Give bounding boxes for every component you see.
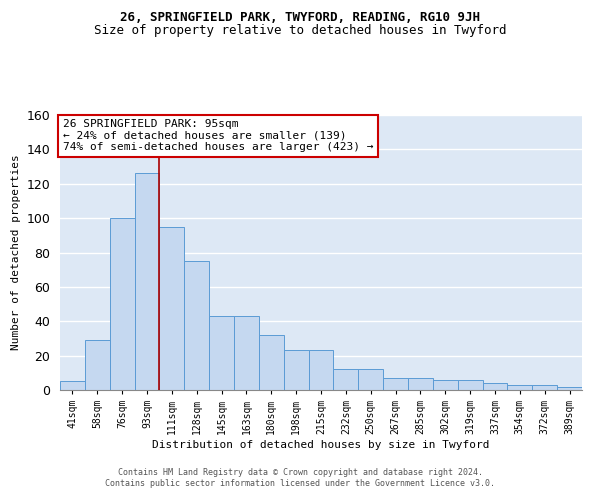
Bar <box>234 316 259 390</box>
Bar <box>334 370 358 390</box>
Bar <box>482 383 508 390</box>
Y-axis label: Number of detached properties: Number of detached properties <box>11 154 21 350</box>
Bar <box>557 386 582 390</box>
Bar <box>458 380 482 390</box>
Bar <box>284 350 308 390</box>
Bar <box>532 385 557 390</box>
Bar <box>408 378 433 390</box>
X-axis label: Distribution of detached houses by size in Twyford: Distribution of detached houses by size … <box>152 440 490 450</box>
Text: Contains HM Land Registry data © Crown copyright and database right 2024.
Contai: Contains HM Land Registry data © Crown c… <box>105 468 495 487</box>
Text: 26, SPRINGFIELD PARK, TWYFORD, READING, RG10 9JH: 26, SPRINGFIELD PARK, TWYFORD, READING, … <box>120 11 480 24</box>
Bar <box>60 382 85 390</box>
Bar <box>160 226 184 390</box>
Bar <box>134 174 160 390</box>
Bar <box>433 380 458 390</box>
Bar <box>209 316 234 390</box>
Text: 26 SPRINGFIELD PARK: 95sqm
← 24% of detached houses are smaller (139)
74% of sem: 26 SPRINGFIELD PARK: 95sqm ← 24% of deta… <box>62 119 373 152</box>
Bar <box>259 335 284 390</box>
Bar <box>85 340 110 390</box>
Bar <box>358 370 383 390</box>
Bar <box>308 350 334 390</box>
Bar <box>184 261 209 390</box>
Bar <box>508 385 532 390</box>
Bar <box>383 378 408 390</box>
Text: Size of property relative to detached houses in Twyford: Size of property relative to detached ho… <box>94 24 506 37</box>
Bar <box>110 218 134 390</box>
